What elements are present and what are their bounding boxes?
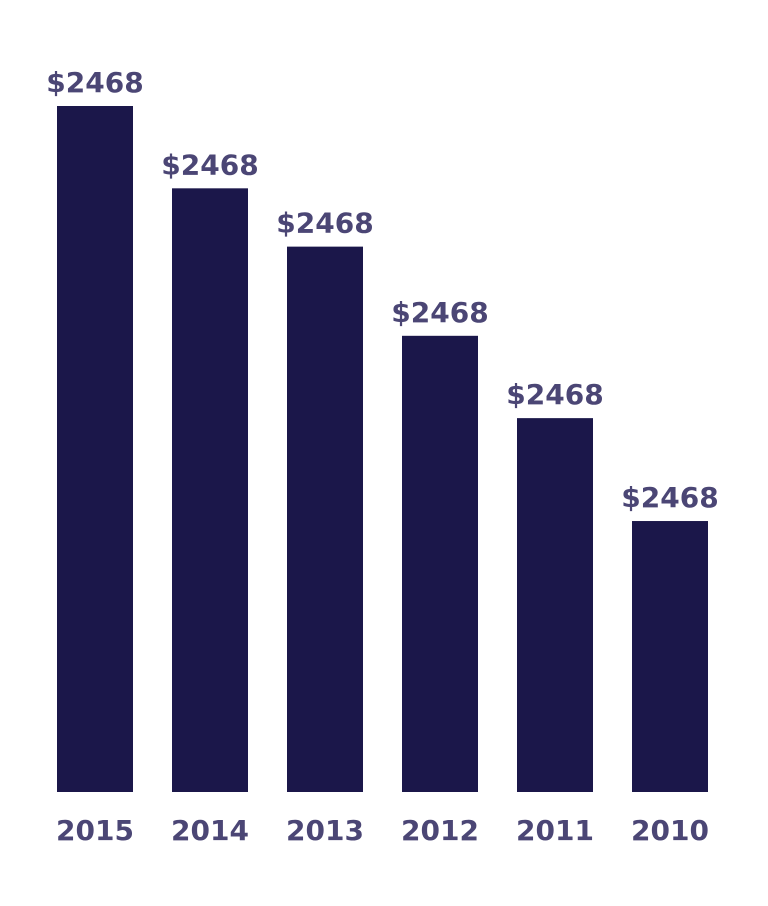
value-label-2011: $2468 [506, 378, 603, 411]
value-label-2015: $2468 [46, 66, 143, 99]
x-tick-label-2015: 2015 [56, 814, 134, 847]
bar-2011 [517, 418, 593, 792]
bar-2014 [172, 188, 248, 792]
bar-2013 [287, 246, 363, 792]
x-tick-label-2011: 2011 [516, 814, 594, 847]
x-tick-label-2013: 2013 [286, 814, 364, 847]
value-label-2013: $2468 [276, 207, 373, 240]
x-tick-label-2014: 2014 [171, 814, 249, 847]
bar-2012 [402, 335, 478, 792]
value-label-2012: $2468 [391, 296, 488, 329]
x-tick-label-2010: 2010 [631, 814, 709, 847]
bar-2015 [57, 106, 133, 792]
x-tick-label-2012: 2012 [401, 814, 479, 847]
value-label-2014: $2468 [161, 148, 258, 181]
bars-group [57, 106, 708, 792]
x-axis-tick-labels: 2015 2014 2013 2012 2011 2010 [56, 814, 709, 847]
value-label-2010: $2468 [621, 481, 718, 514]
bar-2010 [632, 521, 708, 792]
value-labels-group: $2468 $2468 $2468 $2468 $2468 $2468 [46, 66, 718, 514]
